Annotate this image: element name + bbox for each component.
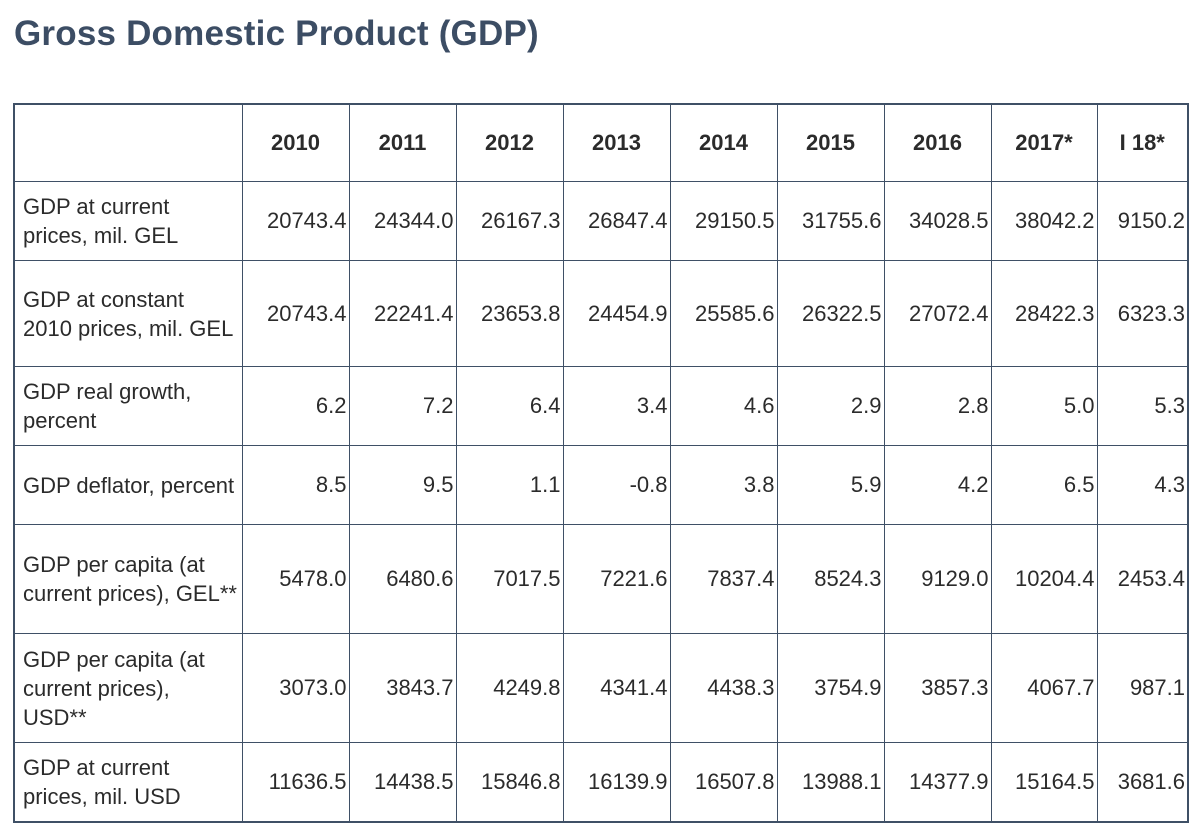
row-label: GDP per capita (at current prices), GEL*… — [13, 524, 243, 634]
table-cell: 7837.4 — [669, 524, 778, 634]
table-cell: 16139.9 — [562, 742, 671, 823]
table-row: GDP at current prices, mil. GEL 20743.4 … — [13, 181, 1189, 261]
table-cell: 28422.3 — [990, 260, 1098, 367]
table-row: GDP per capita (at current prices), GEL*… — [13, 524, 1189, 634]
table-cell: 11636.5 — [241, 742, 350, 823]
table-cell: 4067.7 — [990, 633, 1098, 743]
table-cell: 20743.4 — [241, 181, 350, 261]
table-cell: 6.2 — [241, 366, 350, 446]
page-title: Gross Domestic Product (GDP) — [14, 14, 539, 53]
table-cell: 5.3 — [1096, 366, 1189, 446]
table-cell: 4.6 — [669, 366, 778, 446]
table-cell: 5.9 — [776, 445, 885, 525]
table-cell: 13988.1 — [776, 742, 885, 823]
table-cell: 4.3 — [1096, 445, 1189, 525]
table-cell: 16507.8 — [669, 742, 778, 823]
table-cell: 6480.6 — [348, 524, 457, 634]
table-cell: 26847.4 — [562, 181, 671, 261]
table-cell: 2.8 — [883, 366, 992, 446]
year-header: I 18* — [1096, 103, 1189, 182]
table-cell: 31755.6 — [776, 181, 885, 261]
row-label: GDP at constant 2010 prices, mil. GEL — [13, 260, 243, 367]
table-cell: 7017.5 — [455, 524, 564, 634]
year-header: 2014 — [669, 103, 778, 182]
table-cell: 29150.5 — [669, 181, 778, 261]
table-cell: 3681.6 — [1096, 742, 1189, 823]
row-label: GDP at current prices, mil. USD — [13, 742, 243, 823]
table-cell: 26322.5 — [776, 260, 885, 367]
gdp-table: 2010 2011 2012 2013 2014 2015 2016 2017*… — [13, 103, 1189, 823]
header-row: 2010 2011 2012 2013 2014 2015 2016 2017*… — [13, 103, 1189, 182]
table-cell: 987.1 — [1096, 633, 1189, 743]
table-cell: 20743.4 — [241, 260, 350, 367]
table-cell: 15164.5 — [990, 742, 1098, 823]
year-header: 2011 — [348, 103, 457, 182]
table-cell: 7221.6 — [562, 524, 671, 634]
table-cell: 3.4 — [562, 366, 671, 446]
row-label: GDP real growth, percent — [13, 366, 243, 446]
table-cell: 14377.9 — [883, 742, 992, 823]
table-cell: 25585.6 — [669, 260, 778, 367]
table-cell: 9129.0 — [883, 524, 992, 634]
table-cell: 38042.2 — [990, 181, 1098, 261]
row-label: GDP per capita (at current prices), USD*… — [13, 633, 243, 743]
year-header: 2012 — [455, 103, 564, 182]
table-cell: 14438.5 — [348, 742, 457, 823]
table-cell: 3.8 — [669, 445, 778, 525]
year-header: 2015 — [776, 103, 885, 182]
corner-cell — [13, 103, 243, 182]
table-row: GDP at constant 2010 prices, mil. GEL 20… — [13, 260, 1189, 367]
table-cell: 24344.0 — [348, 181, 457, 261]
table-cell: 10204.4 — [990, 524, 1098, 634]
table-cell: 4341.4 — [562, 633, 671, 743]
table-cell: -0.8 — [562, 445, 671, 525]
table-cell: 15846.8 — [455, 742, 564, 823]
year-header: 2016 — [883, 103, 992, 182]
row-label: GDP deflator, percent — [13, 445, 243, 525]
table-cell: 2453.4 — [1096, 524, 1189, 634]
table-cell: 9.5 — [348, 445, 457, 525]
table-cell: 22241.4 — [348, 260, 457, 367]
table-cell: 3073.0 — [241, 633, 350, 743]
table-cell: 5478.0 — [241, 524, 350, 634]
table-row: GDP at current prices, mil. USD 11636.5 … — [13, 742, 1189, 823]
table-cell: 4438.3 — [669, 633, 778, 743]
table-row: GDP deflator, percent 8.5 9.5 1.1 -0.8 3… — [13, 445, 1189, 525]
table-cell: 7.2 — [348, 366, 457, 446]
table-cell: 8524.3 — [776, 524, 885, 634]
table-row: GDP real growth, percent 6.2 7.2 6.4 3.4… — [13, 366, 1189, 446]
table-cell: 6.4 — [455, 366, 564, 446]
table-cell: 24454.9 — [562, 260, 671, 367]
table-cell: 4249.8 — [455, 633, 564, 743]
row-label: GDP at current prices, mil. GEL — [13, 181, 243, 261]
table-cell: 4.2 — [883, 445, 992, 525]
table-cell: 3843.7 — [348, 633, 457, 743]
year-header: 2013 — [562, 103, 671, 182]
table-cell: 26167.3 — [455, 181, 564, 261]
year-header: 2010 — [241, 103, 350, 182]
table-cell: 8.5 — [241, 445, 350, 525]
table-cell: 2.9 — [776, 366, 885, 446]
table-cell: 3754.9 — [776, 633, 885, 743]
table-cell: 6323.3 — [1096, 260, 1189, 367]
table-cell: 27072.4 — [883, 260, 992, 367]
table-cell: 34028.5 — [883, 181, 992, 261]
table-row: GDP per capita (at current prices), USD*… — [13, 633, 1189, 743]
table-cell: 5.0 — [990, 366, 1098, 446]
table-cell: 6.5 — [990, 445, 1098, 525]
table-cell: 1.1 — [455, 445, 564, 525]
table-cell: 23653.8 — [455, 260, 564, 367]
year-header: 2017* — [990, 103, 1098, 182]
table-cell: 3857.3 — [883, 633, 992, 743]
table-cell: 9150.2 — [1096, 181, 1189, 261]
